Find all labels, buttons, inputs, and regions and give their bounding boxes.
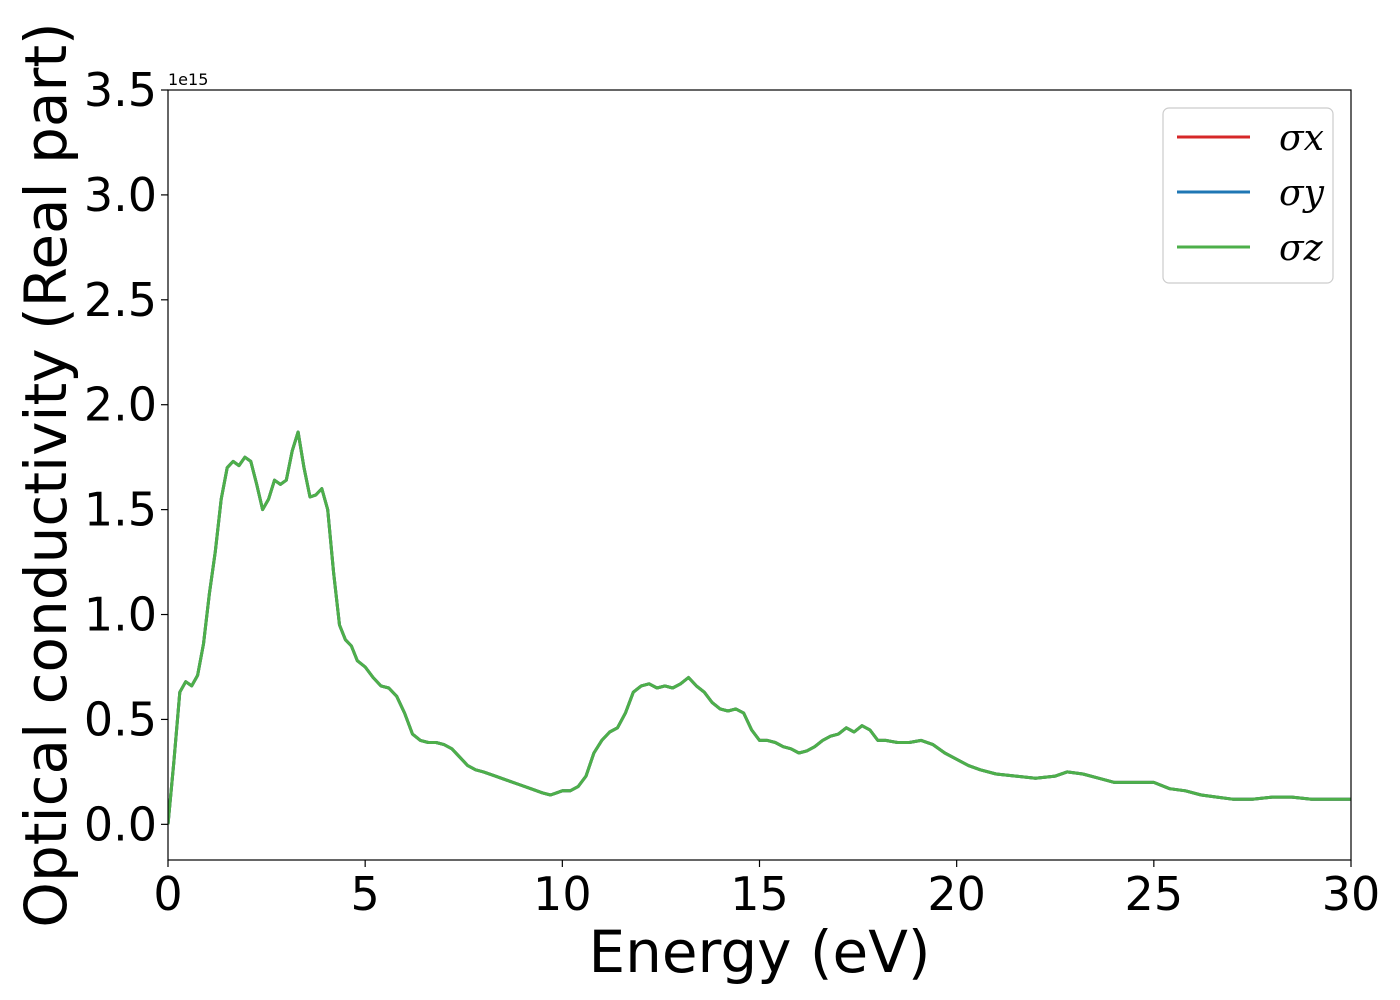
x-axis-ticks: 0 5 10 15 20 25 30: [153, 860, 1380, 921]
y-tick-label: 3.5: [84, 63, 157, 117]
y-tick-label: 2.0: [84, 378, 157, 432]
x-tick-label: 15: [730, 867, 789, 921]
y-tick-label: 1.0: [84, 588, 157, 642]
legend-label: σz: [1279, 228, 1324, 269]
legend: σx σy σz: [1162, 107, 1334, 284]
x-tick-label: 25: [1125, 867, 1184, 921]
y-axis-title: Optical conductivity (Real part): [12, 22, 80, 927]
series-line-3: [168, 430, 1351, 825]
legend-label: σx: [1279, 118, 1324, 159]
y-offset-text: 1e15: [168, 70, 208, 89]
x-tick-label: 0: [153, 867, 182, 921]
x-tick-label: 5: [351, 867, 380, 921]
legend-items: σx σy σz: [1177, 118, 1325, 269]
y-tick-label: 0.5: [84, 692, 157, 746]
y-tick-label: 3.0: [84, 168, 157, 222]
x-tick-label: 20: [927, 867, 986, 921]
legend-label: σy: [1279, 173, 1325, 214]
legend-box: [1162, 107, 1334, 284]
x-axis-title: Energy (eV): [588, 918, 930, 986]
x-tick-label: 10: [533, 867, 592, 921]
y-tick-label: 1.5: [84, 483, 157, 537]
x-tick-label: 30: [1322, 867, 1381, 921]
y-tick-label: 2.5: [84, 273, 157, 327]
y-tick-label: 0.0: [84, 797, 157, 851]
series-layer: [168, 430, 1351, 825]
y-axis-ticks: 0.0 0.5 1.0 1.5 2.0 2.5 3.0 3.5: [84, 63, 168, 851]
